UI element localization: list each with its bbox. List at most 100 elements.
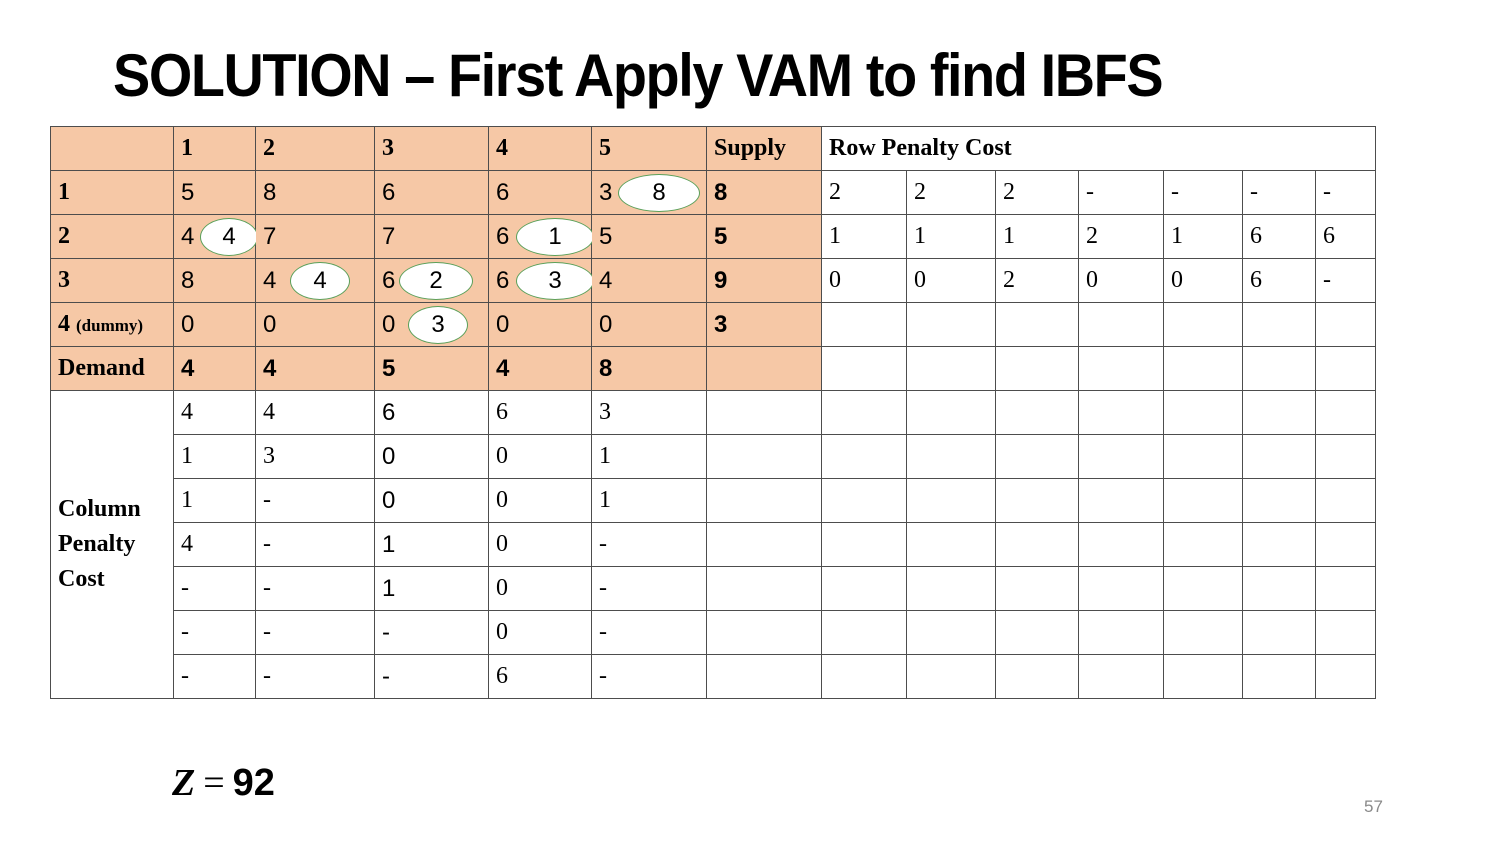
allocation-oval: 3 (408, 305, 468, 344)
source-row-4: 4 (dummy) 0 0 0 3 0 0 3 (50, 302, 1376, 347)
empty-cell (1163, 566, 1243, 611)
empty-cell (1315, 390, 1376, 435)
column-penalty-cell: - (255, 610, 375, 655)
cost-cell: 0 (591, 302, 707, 347)
column-penalty-cell: 0 (374, 478, 489, 523)
empty-cell (1315, 566, 1376, 611)
empty-cell (706, 390, 822, 435)
column-penalty-cell: - (591, 522, 707, 567)
destination-header-4: 4 (488, 126, 592, 171)
cost-value: 4 (263, 266, 277, 294)
source-label-4: 4 (dummy) (50, 302, 174, 347)
empty-cell (995, 522, 1079, 567)
cost-value: 3 (599, 178, 613, 206)
cost-cell: 4 (591, 258, 707, 303)
empty-cell (1315, 346, 1376, 391)
empty-cell (821, 610, 907, 655)
cost-value: 7 (382, 222, 396, 250)
slide-title: SOLUTION – First Apply VAM to find IBFS (113, 42, 1164, 109)
empty-cell (1163, 434, 1243, 479)
row-penalty-cell: 6 (1242, 214, 1316, 259)
allocation-oval: 2 (399, 261, 473, 300)
empty-cell (995, 654, 1079, 699)
cost-value: 0 (263, 310, 277, 338)
cost-cell: 6 (488, 170, 592, 215)
destination-header-2: 2 (255, 126, 375, 171)
empty-cell (906, 434, 996, 479)
allocation-oval: 1 (516, 217, 594, 256)
empty-cell (995, 346, 1079, 391)
allocation-oval: 3 (516, 261, 594, 300)
row-penalty-cell: 0 (1078, 258, 1164, 303)
empty-cell (906, 390, 996, 435)
empty-cell (1163, 654, 1243, 699)
empty-cell (1078, 654, 1164, 699)
empty-cell (1163, 390, 1243, 435)
empty-cell (821, 522, 907, 567)
supply-cell: 9 (706, 258, 822, 303)
row-penalty-cell: 1 (1163, 214, 1243, 259)
column-penalty-label-line: Penalty (58, 531, 136, 557)
column-penalty-cell: - (374, 654, 489, 699)
empty-cell (1315, 610, 1376, 655)
empty-cell (1315, 654, 1376, 699)
row-penalty-cell: 1 (906, 214, 996, 259)
empty-cell (1242, 566, 1316, 611)
row-penalty-cell: - (1242, 170, 1316, 215)
source-label-text: 1 (58, 179, 70, 205)
empty-cell (1163, 610, 1243, 655)
empty-cell (821, 434, 907, 479)
column-penalty-cell: 0 (488, 434, 592, 479)
demand-cell: 8 (591, 346, 707, 391)
empty-cell (1163, 522, 1243, 567)
header-row: 1 2 3 4 5 Supply Row Penalty Cost (50, 126, 1376, 171)
cost-value: 4 (181, 222, 195, 250)
source-label-text: 2 (58, 223, 70, 249)
cost-cell: 7 (374, 214, 489, 259)
column-penalty-cell: - (255, 478, 375, 523)
cost-value: 6 (496, 178, 510, 206)
row-penalty-cell (1078, 302, 1164, 347)
cost-value: 8 (181, 266, 195, 294)
empty-cell (995, 390, 1079, 435)
column-penalty-cell: 4 (173, 522, 256, 567)
column-penalty-cell: - (374, 610, 489, 655)
empty-cell (1242, 654, 1316, 699)
vam-table: 1 2 3 4 5 Supply Row Penalty Cost 1 5 8 6 6 3 8 8 2 2 2- -… (50, 126, 1376, 699)
cost-value: 6 (496, 222, 510, 250)
demand-row: Demand 4 4 5 4 8 (50, 346, 1376, 391)
row-penalty-cell: - (1163, 170, 1243, 215)
vam-table-body: 1 2 3 4 5 Supply Row Penalty Cost 1 5 8 6 6 3 8 8 2 2 2- -… (50, 126, 1376, 699)
empty-cell (1078, 390, 1164, 435)
cost-value: 4 (599, 266, 613, 294)
empty-cell (1242, 390, 1316, 435)
empty-cell (1078, 434, 1164, 479)
column-penalty-cell: 1 (374, 522, 489, 567)
empty-cell (1242, 346, 1316, 391)
cost-cell: 8 (255, 170, 375, 215)
empty-cell (821, 566, 907, 611)
empty-cell (906, 610, 996, 655)
objective-variable: Z (172, 762, 196, 804)
cost-value: 6 (496, 266, 510, 294)
column-penalty-cell: 0 (488, 566, 592, 611)
cost-cell: 8 (173, 258, 256, 303)
row-penalty-cell: 6 (1242, 258, 1316, 303)
cost-value: 5 (599, 222, 613, 250)
row-penalty-cell (906, 302, 996, 347)
empty-cell (706, 434, 822, 479)
row-penalty-cell: - (1078, 170, 1164, 215)
empty-cell (1078, 610, 1164, 655)
cost-value: 0 (181, 310, 195, 338)
empty-cell (1078, 522, 1164, 567)
column-penalty-label: Column Penalty Cost (50, 390, 174, 699)
empty-cell (1315, 434, 1376, 479)
demand-cell: 4 (255, 346, 375, 391)
cost-value: 8 (263, 178, 277, 206)
column-penalty-cell: 0 (488, 478, 592, 523)
